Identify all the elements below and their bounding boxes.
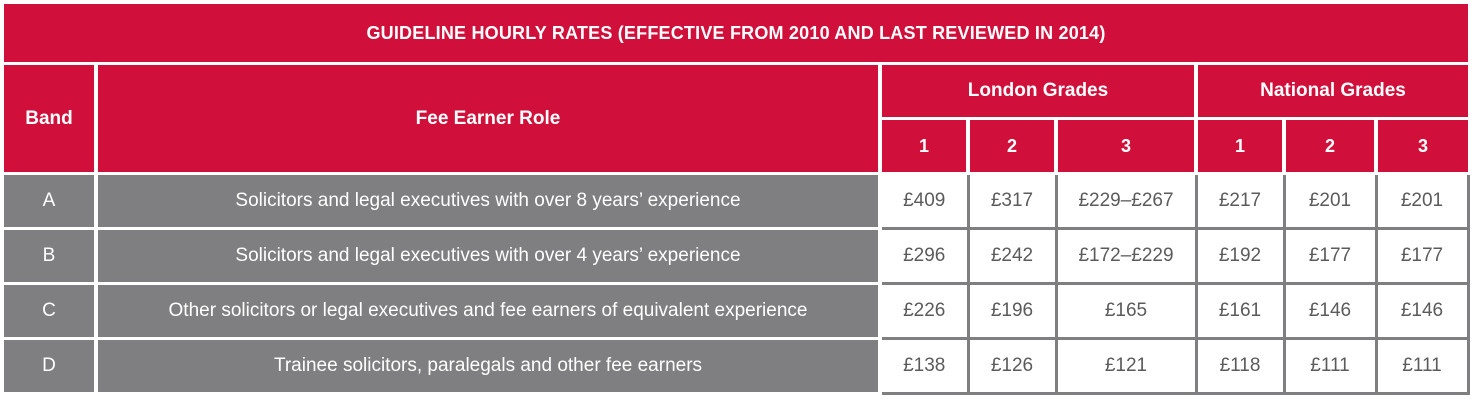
rate-cell: £192 [1194, 227, 1286, 285]
london-grades-header: London Grades [880, 63, 1198, 120]
fee-earner-role-header: Fee Earner Role [96, 63, 882, 175]
role-cell: Solicitors and legal executives with ove… [96, 228, 882, 285]
national-grade-2-header: 2 [1284, 118, 1378, 175]
rate-cell: £229–£267 [1054, 172, 1198, 230]
guideline-hourly-rates-table: GUIDELINE HOURLY RATES (EFFECTIVE FROM 2… [4, 4, 1470, 395]
national-grade-1-header: 1 [1196, 118, 1286, 175]
rate-cell: £121 [1054, 337, 1198, 395]
rate-cell: £177 [1282, 227, 1378, 285]
rate-cell: £161 [1194, 282, 1286, 340]
rates-table-container: GUIDELINE HOURLY RATES (EFFECTIVE FROM 2… [4, 4, 1470, 395]
national-grade-3-header: 3 [1376, 118, 1468, 175]
rate-cell: £242 [966, 227, 1058, 285]
rate-cell: £118 [1194, 337, 1286, 395]
table-row: C Other solicitors or legal executives a… [4, 282, 1470, 340]
rate-cell: £217 [1194, 172, 1286, 230]
rate-cell: £111 [1282, 337, 1378, 395]
london-grade-2-header: 2 [968, 118, 1058, 175]
band-cell: B [4, 228, 98, 285]
rate-cell: £296 [878, 227, 970, 285]
rate-cell: £177 [1374, 227, 1470, 285]
national-grades-header: National Grades [1196, 63, 1468, 120]
role-cell: Solicitors and legal executives with ove… [96, 173, 882, 230]
table-title: GUIDELINE HOURLY RATES (EFFECTIVE FROM 2… [4, 4, 1468, 65]
role-cell: Trainee solicitors, paralegals and other… [96, 338, 882, 395]
band-cell: A [4, 173, 98, 230]
rate-cell: £317 [966, 172, 1058, 230]
rate-cell: £226 [878, 282, 970, 340]
rate-cell: £409 [878, 172, 970, 230]
rate-cell: £146 [1282, 282, 1378, 340]
rate-cell: £196 [966, 282, 1058, 340]
table-row: B Solicitors and legal executives with o… [4, 227, 1470, 285]
london-grade-1-header: 1 [880, 118, 970, 175]
rate-cell: £201 [1282, 172, 1378, 230]
table-row: A Solicitors and legal executives with o… [4, 172, 1470, 230]
table-row: D Trainee solicitors, paralegals and oth… [4, 337, 1470, 395]
rate-cell: £172–£229 [1054, 227, 1198, 285]
rate-cell: £201 [1374, 172, 1470, 230]
role-cell: Other solicitors or legal executives and… [96, 283, 882, 340]
rate-cell: £126 [966, 337, 1058, 395]
band-cell: D [4, 338, 98, 395]
rate-cell: £138 [878, 337, 970, 395]
rate-cell: £165 [1054, 282, 1198, 340]
london-grade-3-header: 3 [1056, 118, 1198, 175]
band-header: Band [4, 63, 98, 175]
rate-cell: £146 [1374, 282, 1470, 340]
band-cell: C [4, 283, 98, 340]
rate-cell: £111 [1374, 337, 1470, 395]
